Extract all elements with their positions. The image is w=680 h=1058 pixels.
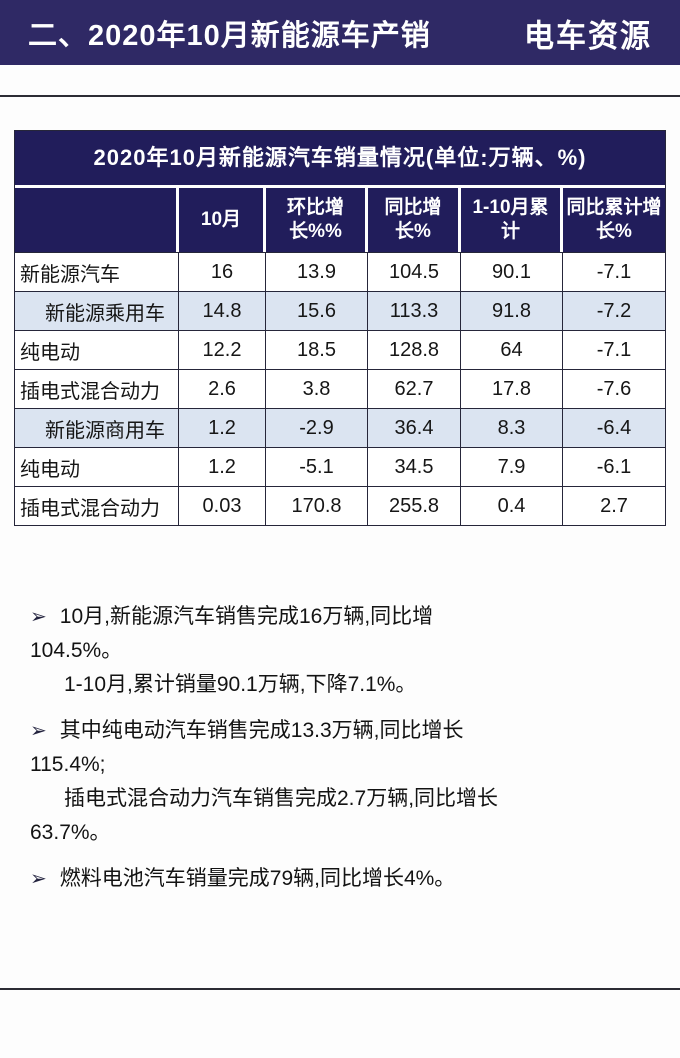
- row-label: 插电式混合动力: [15, 369, 179, 408]
- cell-value: 2.7: [563, 486, 665, 525]
- note-line: 63.7%。: [30, 821, 111, 844]
- cell-value: 0.03: [179, 486, 266, 525]
- col-header-cumulative: 1-10月累计: [461, 188, 563, 252]
- col-header-category: [15, 188, 179, 252]
- table-grid: 10月 环比增长%% 同比增长% 1-10月累计 同比累计增长% 新能源汽车 1…: [15, 188, 665, 525]
- cell-value: 7.9: [461, 447, 563, 486]
- note-text: 其中纯电动汽车销售完成13.3万辆,同比增长: [59, 719, 464, 742]
- sales-table: 2020年10月新能源汽车销量情况(单位:万辆、%) 10月 环比增长%% 同比…: [14, 130, 666, 526]
- note-text: 10月,新能源汽车销售完成16万辆,同比增: [59, 605, 434, 628]
- note-october-total: ➢ 10月,新能源汽车销售完成16万辆,同比增 104.5%。 1-10月,累计销…: [30, 600, 664, 702]
- cell-value: -6.1: [563, 447, 665, 486]
- cell-value: 0.4: [461, 486, 563, 525]
- cell-value: 1.2: [179, 408, 266, 447]
- note-bev-phev: ➢ 其中纯电动汽车销售完成13.3万辆,同比增长 115.4%; 插电式混合动力汽…: [30, 714, 664, 850]
- note-line: ➢ 燃料电池汽车销量完成79辆,同比增长4%。: [30, 862, 664, 896]
- note-line: 1-10月,累计销量90.1万辆,下降7.1%。: [64, 673, 417, 696]
- cell-value: -5.1: [266, 447, 368, 486]
- row-label: 新能源汽车: [15, 252, 179, 291]
- note-fuel-cell: ➢ 燃料电池汽车销量完成79辆,同比增长4%。: [30, 862, 664, 896]
- cell-value: 14.8: [179, 291, 266, 330]
- cell-value: 128.8: [368, 330, 461, 369]
- cell-value: 18.5: [266, 330, 368, 369]
- col-header-yoy-growth: 同比增长%: [368, 188, 461, 252]
- note-text: 燃料电池汽车销量完成79辆,同比增长4%。: [59, 867, 456, 890]
- arrow-bullet-icon: ➢: [30, 606, 47, 628]
- cell-value: 17.8: [461, 369, 563, 408]
- cell-value: 104.5: [368, 252, 461, 291]
- cell-value: -7.6: [563, 369, 665, 408]
- cell-value: 62.7: [368, 369, 461, 408]
- cell-value: 36.4: [368, 408, 461, 447]
- cell-value: 15.6: [266, 291, 368, 330]
- cell-value: 255.8: [368, 486, 461, 525]
- row-label: 纯电动: [15, 330, 179, 369]
- cell-value: -7.1: [563, 252, 665, 291]
- col-header-yoy-cumulative: 同比累计增长%: [563, 188, 665, 252]
- divider-top: [0, 95, 680, 97]
- cell-value: 170.8: [266, 486, 368, 525]
- note-line: 104.5%。: [30, 639, 123, 662]
- cell-value: -2.9: [266, 408, 368, 447]
- row-label: 新能源乘用车: [15, 291, 179, 330]
- slide-header: 二、2020年10月新能源车产销 电车资源: [0, 0, 680, 65]
- cell-value: 13.9: [266, 252, 368, 291]
- arrow-bullet-icon: ➢: [30, 720, 47, 742]
- cell-value: 3.8: [266, 369, 368, 408]
- page-title: 二、2020年10月新能源车产销: [28, 19, 431, 52]
- row-label: 纯电动: [15, 447, 179, 486]
- cell-value: -7.1: [563, 330, 665, 369]
- col-header-mom-growth: 环比增长%%: [266, 188, 368, 252]
- col-header-october: 10月: [179, 188, 266, 252]
- cell-value: 90.1: [461, 252, 563, 291]
- note-line: ➢ 其中纯电动汽车销售完成13.3万辆,同比增长: [30, 714, 664, 748]
- row-label: 新能源商用车: [15, 408, 179, 447]
- cell-value: 2.6: [179, 369, 266, 408]
- note-line: 插电式混合动力汽车销售完成2.7万辆,同比增长: [64, 787, 499, 810]
- divider-bottom: [0, 988, 680, 990]
- cell-value: 8.3: [461, 408, 563, 447]
- note-line: ➢ 10月,新能源汽车销售完成16万辆,同比增: [30, 600, 664, 634]
- cell-value: 113.3: [368, 291, 461, 330]
- brand-logo: 电车资源: [524, 18, 652, 54]
- note-line: 115.4%;: [30, 753, 106, 776]
- cell-value: 91.8: [461, 291, 563, 330]
- row-label: 插电式混合动力: [15, 486, 179, 525]
- cell-value: -6.4: [563, 408, 665, 447]
- cell-value: 34.5: [368, 447, 461, 486]
- cell-value: 64: [461, 330, 563, 369]
- cell-value: 1.2: [179, 447, 266, 486]
- cell-value: -7.2: [563, 291, 665, 330]
- cell-value: 12.2: [179, 330, 266, 369]
- cell-value: 16: [179, 252, 266, 291]
- notes-section: ➢ 10月,新能源汽车销售完成16万辆,同比增 104.5%。 1-10月,累计销…: [30, 600, 664, 908]
- table-title: 2020年10月新能源汽车销量情况(单位:万辆、%): [15, 131, 665, 185]
- arrow-bullet-icon: ➢: [30, 868, 47, 890]
